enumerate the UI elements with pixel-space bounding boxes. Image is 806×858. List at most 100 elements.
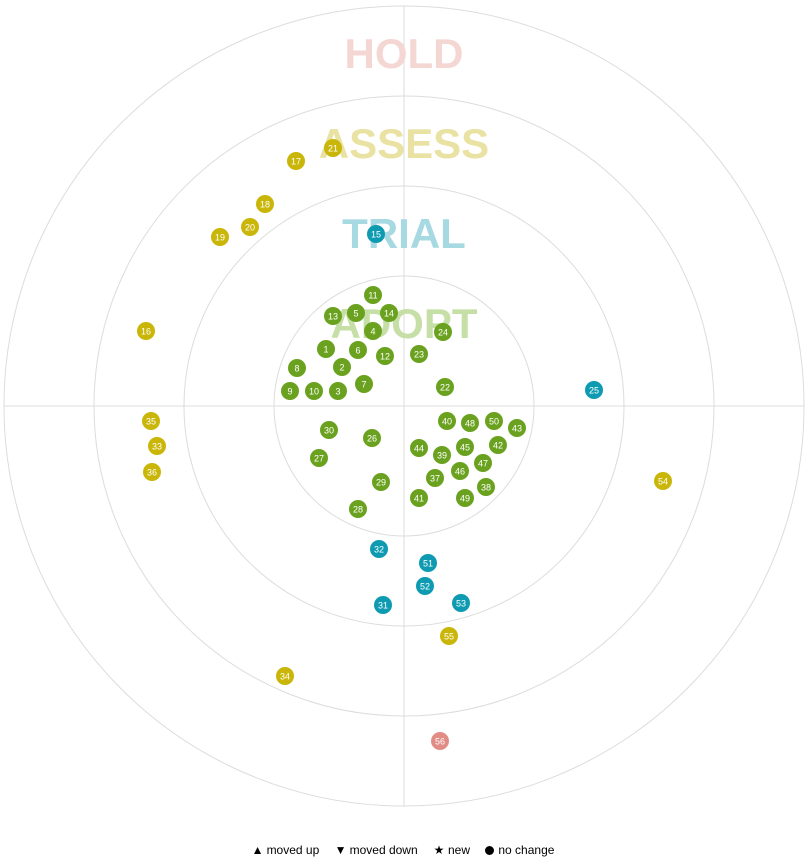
blip-54[interactable]: 54 — [654, 472, 672, 490]
blip-14[interactable]: 14 — [380, 304, 398, 322]
blip-6[interactable]: 6 — [349, 341, 367, 359]
blip-56[interactable]: 56 — [431, 732, 449, 750]
blip-35[interactable]: 35 — [142, 412, 160, 430]
blip-circle — [474, 454, 492, 472]
blip-circle — [288, 359, 306, 377]
blip-36[interactable]: 36 — [143, 463, 161, 481]
blip-47[interactable]: 47 — [474, 454, 492, 472]
blip-43[interactable]: 43 — [508, 419, 526, 437]
blip-31[interactable]: 31 — [374, 596, 392, 614]
blip-circle — [364, 322, 382, 340]
blip-circle — [317, 340, 335, 358]
blip-26[interactable]: 26 — [363, 429, 381, 447]
blip-number: 11 — [368, 291, 377, 301]
blip-19[interactable]: 19 — [211, 228, 229, 246]
blip-circle — [142, 412, 160, 430]
blip-number: 21 — [328, 144, 338, 154]
blip-circle — [324, 307, 342, 325]
blip-10[interactable]: 10 — [305, 382, 323, 400]
blip-20[interactable]: 20 — [241, 218, 259, 236]
blip-42[interactable]: 42 — [489, 436, 507, 454]
blip-circle — [380, 304, 398, 322]
blip-32[interactable]: 32 — [370, 540, 388, 558]
blip-number: 19 — [215, 233, 225, 243]
blip-49[interactable]: 49 — [456, 489, 474, 507]
blip-circle — [433, 446, 451, 464]
blip-39[interactable]: 39 — [433, 446, 451, 464]
blip-22[interactable]: 22 — [436, 378, 454, 396]
blip-51[interactable]: 51 — [419, 554, 437, 572]
blip-23[interactable]: 23 — [410, 345, 428, 363]
blip-number: 51 — [423, 559, 433, 569]
blip-27[interactable]: 27 — [310, 449, 328, 467]
blip-circle — [333, 358, 351, 376]
blip-circle — [143, 463, 161, 481]
blip-number: 7 — [361, 380, 366, 390]
blip-16[interactable]: 16 — [137, 322, 155, 340]
blip-9[interactable]: 9 — [281, 382, 299, 400]
blip-12[interactable]: 12 — [376, 347, 394, 365]
blip-46[interactable]: 46 — [451, 462, 469, 480]
blip-number: 38 — [481, 483, 491, 493]
blip-30[interactable]: 30 — [320, 421, 338, 439]
blip-24[interactable]: 24 — [434, 323, 452, 341]
blip-number: 34 — [280, 672, 290, 682]
blip-number: 13 — [328, 312, 338, 322]
blip-13[interactable]: 13 — [324, 307, 342, 325]
blip-number: 41 — [414, 494, 424, 504]
blip-number: 8 — [294, 364, 299, 374]
blip-50[interactable]: 50 — [485, 412, 503, 430]
blip-3[interactable]: 3 — [329, 382, 347, 400]
blip-circle — [310, 449, 328, 467]
blip-4[interactable]: 4 — [364, 322, 382, 340]
blip-8[interactable]: 8 — [288, 359, 306, 377]
blip-5[interactable]: 5 — [347, 304, 365, 322]
ring-label-trial: TRIAL — [342, 210, 466, 257]
blip-number: 3 — [335, 387, 340, 397]
blip-29[interactable]: 29 — [372, 473, 390, 491]
blip-number: 43 — [512, 424, 522, 434]
blip-number: 46 — [455, 467, 465, 477]
blip-48[interactable]: 48 — [461, 414, 479, 432]
blip-2[interactable]: 2 — [333, 358, 351, 376]
blip-25[interactable]: 25 — [585, 381, 603, 399]
blip-circle — [137, 322, 155, 340]
legend-no-change-label: no change — [498, 843, 555, 857]
blip-15[interactable]: 15 — [367, 225, 385, 243]
blip-1[interactable]: 1 — [317, 340, 335, 358]
blip-28[interactable]: 28 — [349, 500, 367, 518]
blip-circle — [416, 577, 434, 595]
blip-37[interactable]: 37 — [426, 469, 444, 487]
blip-number: 16 — [141, 327, 151, 337]
blip-33[interactable]: 33 — [148, 437, 166, 455]
blip-circle — [585, 381, 603, 399]
blip-34[interactable]: 34 — [276, 667, 294, 685]
blip-7[interactable]: 7 — [355, 375, 373, 393]
blip-number: 35 — [146, 417, 156, 427]
ring-label-assess: ASSESS — [319, 120, 489, 167]
blip-number: 22 — [440, 383, 450, 393]
blip-53[interactable]: 53 — [452, 594, 470, 612]
blip-44[interactable]: 44 — [410, 439, 428, 457]
blip-number: 49 — [460, 494, 470, 504]
blip-number: 39 — [437, 451, 447, 461]
blip-number: 27 — [314, 454, 324, 464]
blip-circle — [364, 286, 382, 304]
blip-circle — [426, 469, 444, 487]
blip-21[interactable]: 21 — [324, 139, 342, 157]
blip-circle — [436, 378, 454, 396]
blip-18[interactable]: 18 — [256, 195, 274, 213]
blip-11[interactable]: 11 — [364, 286, 382, 304]
blip-38[interactable]: 38 — [477, 478, 495, 496]
blip-52[interactable]: 52 — [416, 577, 434, 595]
blip-number: 26 — [367, 434, 377, 444]
blip-55[interactable]: 55 — [440, 627, 458, 645]
blip-17[interactable]: 17 — [287, 152, 305, 170]
blip-circle — [461, 414, 479, 432]
blip-41[interactable]: 41 — [410, 489, 428, 507]
blip-number: 29 — [376, 478, 386, 488]
blip-40[interactable]: 40 — [438, 412, 456, 430]
blip-45[interactable]: 45 — [456, 438, 474, 456]
